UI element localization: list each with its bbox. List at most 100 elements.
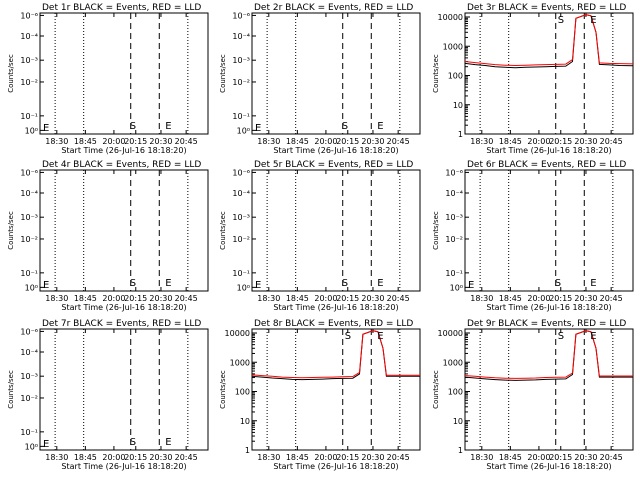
x-tick-label: 20:15 [124, 137, 147, 146]
x-tick-label: 18:30 [45, 294, 68, 303]
x-tick-label: 20:30 [361, 453, 384, 462]
panel-8: Det 8r BLACK = Events, RED = LLD Counts/s… [219, 319, 421, 471]
y-tick-label: 10⁻² [445, 235, 463, 244]
y-tick-label: 10⁻³ [20, 372, 38, 381]
y-axis-label: Counts/sec [432, 211, 440, 250]
y-tick-label: 10 [453, 101, 463, 110]
y-tick-label: 1 [458, 130, 463, 139]
y-tick-label: 10⁻³ [232, 213, 250, 222]
x-tick-label: 20:45 [387, 294, 410, 303]
y-tick-label: 10⁻⁴ [20, 32, 38, 41]
y-axis-label: Counts/sec [432, 370, 440, 409]
y-axis-label: Counts/sec [7, 370, 15, 409]
y-tick-label: 10⁻³ [445, 213, 463, 222]
y-tick-label: 10⁻⁴ [445, 189, 463, 198]
x-tick-label: 20:15 [336, 294, 359, 303]
x-tick-label: 20:00 [527, 294, 550, 303]
y-tick-label: 1000 [443, 358, 463, 367]
x-tick-label: 20:00 [314, 294, 337, 303]
start-marker: S [345, 331, 351, 342]
x-tick-label: 20:45 [600, 137, 623, 146]
x-tick-label: 20:30 [574, 453, 597, 462]
x-tick-label: 20:00 [527, 453, 550, 462]
x-tick-label: 18:45 [74, 453, 97, 462]
y-tick-label: 10⁻³ [20, 213, 38, 222]
start-marker: S [558, 15, 564, 26]
y-axis-label: Counts/sec [219, 370, 227, 409]
x-tick-label: 20:15 [124, 453, 147, 462]
series-line-events [465, 330, 633, 381]
plot-frame [464, 328, 634, 451]
y-tick-label: 10⁻³ [20, 56, 38, 65]
y-tick-label: 10⁻² [20, 394, 38, 403]
y-tick-label: 10 [453, 417, 463, 426]
y-tick-label: 10 [240, 417, 250, 426]
start-marker: S [558, 331, 564, 342]
x-tick-label: 18:45 [286, 453, 309, 462]
x-tick-label: 20:45 [175, 137, 198, 146]
x-tick-label: 18:30 [257, 453, 280, 462]
x-axis-label: Start Time (26-Jul-16 18:18:20) [486, 303, 611, 312]
y-tick-label: 10⁻⁴ [20, 189, 38, 198]
y-tick-label: 10⁰ [450, 283, 463, 292]
x-tick-label: 18:30 [470, 294, 493, 303]
x-tick-label: 18:45 [499, 294, 522, 303]
x-tick-label: 20:15 [549, 137, 572, 146]
y-tick-label: 10⁻⁶ [445, 168, 463, 177]
end-marker: E [590, 278, 596, 289]
panel-title: Det 7r BLACK = Events, RED = LLD [42, 319, 201, 329]
y-tick-label: 10⁻⁶ [232, 11, 250, 20]
y-tick-label: 10⁻¹ [20, 112, 38, 121]
series-line-lld [465, 14, 633, 67]
y-tick-label: 1000 [443, 42, 463, 51]
x-tick-label: 18:45 [286, 294, 309, 303]
y-tick-label: 100 [448, 72, 463, 81]
start-marker: E [43, 439, 49, 450]
y-axis-label: Counts/sec [7, 211, 15, 250]
y-tick-label: 10⁰ [25, 442, 38, 451]
panel-title: Det 2r BLACK = Events, RED = LLD [254, 3, 413, 13]
panel-5: Det 5r BLACK = Events, RED = LLD Counts/s… [219, 160, 421, 312]
y-tick-label: 10⁻² [232, 235, 250, 244]
x-tick-label: 18:30 [257, 137, 280, 146]
y-tick-label: 10⁻² [232, 78, 250, 87]
start-marker: E [255, 280, 261, 291]
start-marker: S [130, 278, 136, 289]
y-tick-label: 10⁻⁴ [232, 32, 250, 41]
plot-frame [39, 169, 209, 292]
start-marker: E [468, 280, 474, 291]
x-tick-label: 20:45 [600, 294, 623, 303]
x-tick-label: 20:15 [549, 453, 572, 462]
x-tick-label: 18:30 [45, 453, 68, 462]
plot-frame [251, 169, 421, 292]
x-tick-label: 20:30 [574, 294, 597, 303]
x-tick-label: 20:15 [336, 137, 359, 146]
y-axis-label: Counts/sec [219, 211, 227, 250]
y-tick-label: 10⁻⁶ [20, 11, 38, 20]
y-axis-label: Counts/sec [432, 54, 440, 93]
x-tick-label: 20:00 [314, 453, 337, 462]
x-tick-label: 18:30 [257, 294, 280, 303]
panel-title: Det 1r BLACK = Events, RED = LLD [42, 3, 201, 13]
y-tick-label: 10000 [225, 329, 250, 338]
x-axis-label: Start Time (26-Jul-16 18:18:20) [486, 146, 611, 155]
start-marker: E [255, 123, 261, 134]
x-tick-label: 18:45 [74, 294, 97, 303]
panel-3: Det 3r BLACK = Events, RED = LLD Counts/s… [432, 3, 634, 155]
start-marker: E [43, 123, 49, 134]
panel-title: Det 4r BLACK = Events, RED = LLD [42, 160, 201, 170]
end-marker: E [590, 331, 596, 342]
y-tick-label: 10⁻⁶ [20, 168, 38, 177]
panel-title: Det 8r BLACK = Events, RED = LLD [254, 319, 413, 329]
x-tick-label: 20:45 [387, 453, 410, 462]
x-tick-label: 20:45 [600, 453, 623, 462]
x-tick-label: 18:30 [45, 137, 68, 146]
x-axis-label: Start Time (26-Jul-16 18:18:20) [273, 146, 398, 155]
plot-frame [464, 169, 634, 292]
y-tick-label: 10⁻² [20, 78, 38, 87]
y-tick-label: 10⁻⁶ [20, 327, 38, 336]
x-tick-label: 20:45 [175, 294, 198, 303]
y-tick-label: 10⁻³ [232, 56, 250, 65]
y-tick-label: 1000 [230, 358, 250, 367]
x-tick-label: 18:45 [74, 137, 97, 146]
